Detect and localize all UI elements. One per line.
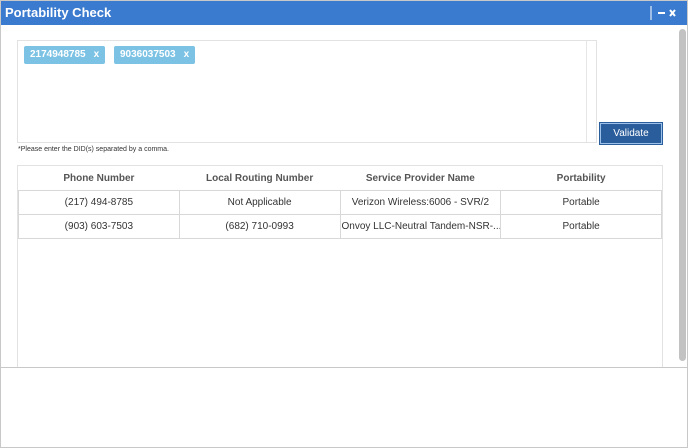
results-table: Phone Number Local Routing Number Service … xyxy=(17,165,663,368)
column-header[interactable]: Portability xyxy=(500,166,662,191)
tag-remove[interactable]: x xyxy=(183,49,190,60)
hint-text: *Please enter the DID(s) separated by a … xyxy=(18,146,169,153)
table-cell: (217) 494-8785 xyxy=(18,190,180,215)
column-header[interactable]: Local Routing Number xyxy=(179,166,340,191)
table-cell: Portable xyxy=(500,190,662,215)
table-cell: Not Applicable xyxy=(178,190,341,215)
table-row: (903) 603-7503 (682) 710-0993 Onvoy LLC-Ne… xyxy=(18,214,662,239)
scrollbar[interactable] xyxy=(679,29,686,361)
tag-remove[interactable]: x xyxy=(93,49,100,60)
column-header[interactable]: Service Provider Name xyxy=(340,166,501,191)
table-row: (217) 494-8785 Not Applicable Verizon Wire… xyxy=(18,190,662,215)
table-cell: Portable xyxy=(500,214,662,239)
validate-button[interactable]: Validate xyxy=(600,123,662,144)
column-header[interactable]: Phone Number xyxy=(18,166,180,191)
tag-text: 9036037503 xyxy=(120,49,176,60)
input-scrollbar xyxy=(586,41,597,142)
bottom-panel xyxy=(1,367,687,448)
dialog-title: Portability Check xyxy=(5,5,112,20)
window-controls xyxy=(650,6,676,20)
table-cell: (903) 603-7503 xyxy=(18,214,180,239)
tag-text: 2174948785 xyxy=(30,49,86,60)
table-cell: (682) 710-0993 xyxy=(178,214,341,239)
did-tag: 2174948785 x xyxy=(24,46,106,64)
did-tag: 9036037503 x xyxy=(114,46,196,64)
table-cell: Onvoy LLC-Neutral Tandem-NSR-... xyxy=(339,214,502,239)
did-input[interactable]: 2174948785 x 9036037503 x xyxy=(17,40,597,143)
table-cell: Verizon Wireless:6006 - SVR/2 xyxy=(339,190,502,215)
title-bar: Portability Check xyxy=(1,1,687,25)
close-icon[interactable] xyxy=(669,9,676,17)
